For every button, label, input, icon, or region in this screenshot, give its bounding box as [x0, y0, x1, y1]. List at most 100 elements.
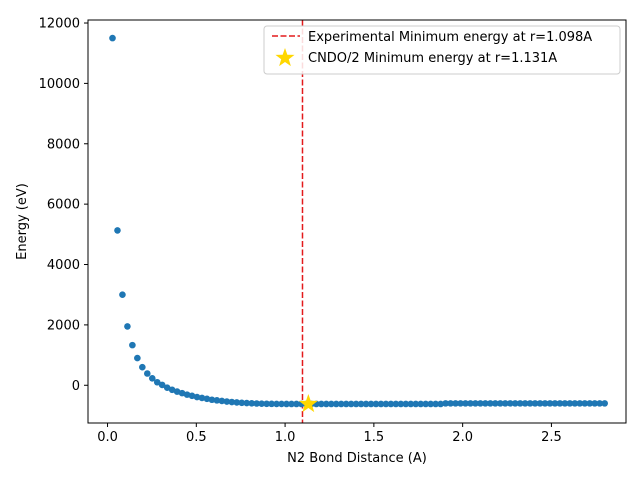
- data-point: [318, 400, 325, 408]
- data-point: [477, 400, 484, 407]
- data-point: [223, 398, 231, 405]
- data-point: [457, 400, 464, 407]
- data-point: [531, 400, 539, 407]
- data-point: [591, 400, 599, 407]
- data-point: [422, 400, 430, 408]
- y-tick-label: 2000: [47, 318, 80, 333]
- data-point: [233, 399, 241, 406]
- data-point: [114, 227, 121, 234]
- x-tick-label: 2.5: [541, 430, 562, 445]
- data-point: [511, 400, 519, 407]
- axes: 0.0 0.5 1.0 1.5 2.0 2.5 0 2000 4000 6000 8000 10000…: [39, 17, 627, 445]
- y-tick-label: 10000: [39, 77, 80, 92]
- data-point: [367, 400, 375, 408]
- data-point: [382, 400, 390, 408]
- data-point: [427, 400, 434, 408]
- y-tick-label: 6000: [47, 198, 80, 213]
- data-point: [467, 400, 474, 407]
- data-point: [492, 400, 499, 407]
- data-point: [407, 400, 415, 408]
- data-point: [193, 393, 201, 401]
- data-point: [452, 400, 459, 407]
- data-point: [163, 384, 171, 391]
- data-point: [109, 34, 116, 42]
- data-point: [168, 386, 176, 394]
- data-point: [173, 388, 181, 395]
- legend-label-cndo: CNDO/2 Minimum energy at r=1.131A: [308, 51, 557, 66]
- data-point: [412, 400, 420, 408]
- data-point: [337, 400, 345, 408]
- data-point: [601, 400, 608, 407]
- data-point: [327, 400, 335, 408]
- data-point: [268, 400, 275, 408]
- data-point: [238, 399, 246, 407]
- data-point: [352, 400, 360, 408]
- y-tick-label: 8000: [47, 137, 80, 152]
- data-point: [432, 400, 439, 408]
- data-point: [248, 400, 256, 407]
- data-point: [596, 400, 604, 407]
- data-point: [566, 400, 574, 407]
- data-point: [546, 400, 554, 407]
- plot-background: [88, 20, 626, 423]
- data-point: [119, 291, 126, 299]
- y-tick-label: 0: [72, 379, 80, 394]
- data-point: [148, 375, 156, 382]
- data-point: [178, 389, 186, 397]
- data-point: [129, 341, 136, 349]
- data-point: [124, 323, 131, 330]
- data-point: [203, 395, 211, 403]
- data-point: [228, 398, 236, 406]
- data-point: [387, 400, 395, 408]
- data-point: [347, 400, 355, 408]
- data-point: [332, 400, 340, 408]
- y-tick-label: 4000: [47, 258, 80, 273]
- data-point: [188, 392, 196, 400]
- data-point: [273, 400, 280, 408]
- data-point: [571, 400, 579, 407]
- data-point: [521, 400, 529, 407]
- data-point: [134, 354, 141, 362]
- data-point: [198, 394, 206, 402]
- x-axis-label: N2 Bond Distance (A): [287, 451, 427, 466]
- data-point: [556, 400, 564, 407]
- data-point: [293, 400, 300, 408]
- data-point: [342, 400, 350, 408]
- data-point: [526, 400, 534, 407]
- cndo-minimum-star: [298, 393, 318, 413]
- data-point: [462, 400, 469, 407]
- legend: Experimental Minimum energy at r=1.098A …: [263, 25, 621, 75]
- data-point: [243, 399, 251, 407]
- data-point: [397, 400, 405, 408]
- data-point: [506, 400, 514, 407]
- data-point: [288, 400, 295, 408]
- data-point: [516, 400, 524, 407]
- data-point: [482, 400, 489, 407]
- data-point: [392, 400, 400, 408]
- data-point: [417, 400, 425, 408]
- data-point: [576, 400, 584, 407]
- data-point: [144, 370, 151, 377]
- data-point: [158, 381, 166, 389]
- data-point: [581, 400, 589, 407]
- data-point: [536, 400, 544, 407]
- data-point: [541, 400, 549, 407]
- data-point: [357, 400, 365, 408]
- scatter-marks: [109, 20, 608, 423]
- data-point: [496, 400, 504, 407]
- y-axis-label: Energy (eV): [15, 183, 30, 260]
- data-point: [402, 400, 410, 408]
- data-point: [561, 400, 569, 407]
- data-point: [253, 400, 260, 407]
- x-tick-label: 0.5: [186, 430, 207, 445]
- data-point: [322, 400, 330, 408]
- legend-label-experimental: Experimental Minimum energy at r=1.098A: [308, 30, 592, 45]
- x-tick-label: 1.5: [364, 430, 385, 445]
- data-point: [258, 400, 265, 407]
- data-point: [218, 397, 226, 405]
- x-tick-label: 2.0: [452, 430, 473, 445]
- data-point: [442, 400, 449, 407]
- axes-frame: [87, 19, 627, 424]
